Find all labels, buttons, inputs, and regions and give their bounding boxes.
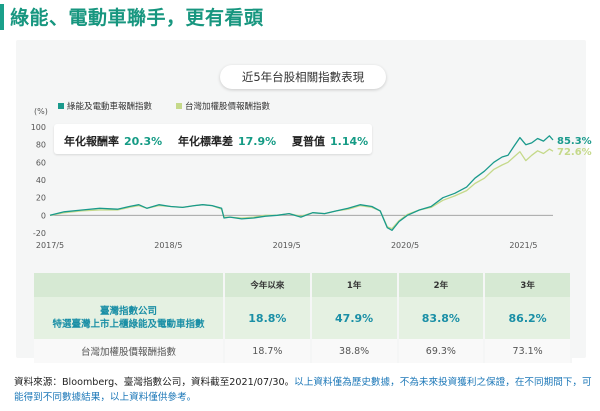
table-cell: 18.7%: [224, 339, 312, 363]
table-header-cell: 1年: [310, 273, 399, 297]
x-tick-label: 2018/5: [154, 241, 182, 250]
y-tick-label: 80: [36, 141, 46, 150]
chart-title: 近5年台股相關指數表現: [220, 65, 386, 89]
x-tick-label: 2020/5: [391, 241, 419, 250]
table-cell: 18.8%: [224, 297, 312, 339]
x-tick-label: 2021/5: [509, 241, 537, 250]
footnote-disclaimer: 以上資料僅為歷史數據，不為未來投資獲利之保證，在不同期間下，可能得到不同數據結果…: [14, 377, 592, 403]
table-header-cell: 3年: [484, 273, 572, 297]
header-accent-bar: [0, 4, 4, 30]
stat-label: 年化標準差: [178, 135, 233, 148]
legend-swatch: [58, 103, 64, 109]
stat-annual-return: 年化報酬率 20.3%: [64, 133, 162, 149]
legend-swatch: [176, 103, 182, 109]
stat-label: 夏普值: [292, 135, 325, 148]
stat-sharpe: 夏普值 1.14%: [292, 133, 368, 149]
page-header: 綠能、電動車聯手，更有看頭: [0, 0, 600, 30]
table-row: 臺灣指數公司 特選臺灣上市上櫃綠能及電動車指數 18.8% 47.9% 83.8…: [34, 297, 572, 339]
table-cell: 83.8%: [397, 297, 486, 339]
table-row-name: 台灣加權股價報酬指數: [34, 339, 225, 363]
y-tick-label: 40: [36, 176, 46, 185]
y-tick-label: 20: [36, 194, 46, 203]
stat-value: 20.3%: [124, 135, 163, 148]
footnote: 資料來源：Bloomberg、臺灣指數公司，資料截至2021/07/30。以上資…: [14, 375, 594, 405]
table-cell: 69.3%: [397, 339, 486, 363]
y-tick-label: 100: [31, 123, 46, 132]
stat-value: 1.14%: [330, 135, 369, 148]
series-line-0: [49, 135, 554, 231]
page-title: 綠能、電動車聯手，更有看頭: [10, 7, 264, 29]
table-row-name: 臺灣指數公司 特選臺灣上市上櫃綠能及電動車指數: [34, 297, 225, 339]
table-header-cell: 今年以來: [224, 273, 312, 297]
table-header-cell: 2年: [397, 273, 486, 297]
table-cell: 73.1%: [484, 339, 572, 363]
table-cell: 86.2%: [484, 297, 572, 339]
table-row-name-line: 臺灣指數公司: [99, 306, 157, 317]
y-tick-label: 60: [36, 158, 46, 167]
y-axis-label: (%): [34, 107, 48, 116]
stat-label: 年化報酬率: [64, 135, 119, 148]
table-header-row: 今年以來 1年 2年 3年: [34, 273, 572, 297]
table-cell: 47.9%: [310, 297, 399, 339]
footnote-source: 資料來源：Bloomberg、臺灣指數公司，資料截至2021/07/30。: [14, 377, 295, 388]
stat-value: 17.9%: [238, 135, 277, 148]
performance-table: 今年以來 1年 2年 3年 臺灣指數公司 特選臺灣上市上櫃綠能及電動車指數 18…: [34, 273, 572, 363]
table-cell: 38.8%: [310, 339, 399, 363]
x-tick-label: 2019/5: [273, 241, 301, 250]
stats-box: 年化報酬率 20.3% 年化標準差 17.9% 夏普值 1.14%: [54, 124, 372, 154]
stat-annual-std: 年化標準差 17.9%: [178, 133, 276, 149]
legend-label: 綠能及電動車報酬指數: [67, 101, 153, 112]
table-row: 台灣加權股價報酬指數 18.7% 38.8% 69.3% 73.1%: [34, 339, 572, 363]
series-end-label: 72.6%: [557, 147, 592, 158]
series-end-label: 85.3%: [557, 136, 592, 147]
legend-label: 台灣加權股價報酬指數: [185, 101, 271, 112]
table-row-name-line: 特選臺灣上市上櫃綠能及電動車指數: [52, 319, 205, 330]
table-header-cell: [34, 273, 225, 297]
y-tick-label: 0: [41, 211, 46, 220]
x-tick-label: 2017/5: [36, 241, 64, 250]
y-tick-label: -20: [33, 229, 46, 238]
